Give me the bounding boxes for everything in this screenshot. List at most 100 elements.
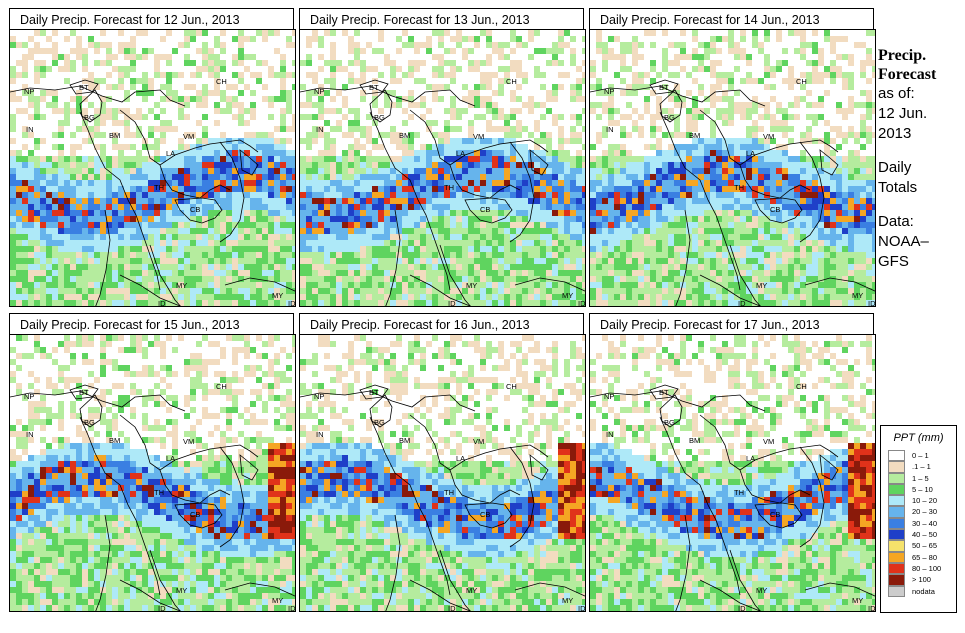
border-line [449, 469, 521, 504]
country-label: VM [473, 132, 484, 141]
legend-swatch [888, 483, 905, 496]
sidebar-asof: as of: [878, 85, 915, 102]
country-label: IN [26, 430, 34, 439]
legend-swatch [888, 495, 905, 507]
precip-map: NP BT BG IN BM CH VM LA TH CB MY ID MY ID [299, 334, 586, 612]
forecast-panel: Daily Precip. Forecast for 17 Jun., 2013… [589, 313, 876, 612]
country-label: BG [664, 113, 675, 122]
border-line [10, 85, 186, 107]
legend-swatch [888, 529, 905, 541]
country-label: BG [374, 113, 385, 122]
country-label: VM [763, 132, 774, 141]
country-label: CB [480, 205, 490, 214]
panel-title: Daily Precip. Forecast for 15 Jun., 2013 [9, 313, 294, 335]
country-label: CH [506, 382, 517, 391]
precip-map: NP BT BG IN BM CH VM LA TH CB MY ID MY ID [9, 29, 296, 307]
country-label: TH [444, 488, 454, 497]
legend-swatch [888, 585, 905, 597]
country-label: BT [79, 388, 89, 397]
border-line [239, 149, 259, 176]
country-label: LA [166, 149, 175, 158]
country-label: BM [109, 131, 120, 140]
legend-swatch [888, 450, 905, 462]
border-line [819, 454, 839, 481]
country-label: CB [190, 510, 200, 519]
border-line [590, 390, 766, 412]
forecast-panel: Daily Precip. Forecast for 14 Jun., 2013… [589, 8, 876, 307]
precip-map-svg: NP BT BG IN BM CH VM LA TH CB MY ID MY ID [300, 30, 585, 306]
border-line [369, 89, 393, 123]
border-line [119, 414, 259, 471]
country-label: CB [770, 510, 780, 519]
border-line [659, 394, 683, 428]
border-line [675, 209, 691, 306]
border-line [149, 244, 181, 306]
border-line [79, 394, 103, 428]
country-label: IN [316, 430, 324, 439]
country-label: IN [316, 125, 324, 134]
border-line [95, 209, 111, 306]
border-line [804, 582, 875, 597]
panel-title: Daily Precip. Forecast for 13 Jun., 2013 [299, 8, 584, 30]
country-label: ID [288, 604, 295, 611]
country-label: LA [746, 454, 755, 463]
country-label: LA [746, 149, 755, 158]
country-label: CH [506, 77, 517, 86]
country-label: MY [562, 291, 573, 300]
legend-label: 50 – 65 [912, 541, 938, 551]
panel-title: Daily Precip. Forecast for 17 Jun., 2013 [589, 313, 874, 335]
country-label: ID [448, 604, 456, 611]
border-line [79, 416, 161, 596]
country-label: ID [158, 299, 166, 306]
country-label: ID [578, 299, 585, 306]
country-label: TH [154, 488, 164, 497]
border-line [754, 197, 803, 224]
legend-label: 5 – 10 [912, 484, 933, 494]
legend-item: 65 – 80 [888, 551, 956, 563]
country-label: VM [183, 437, 194, 446]
legend-item: 20 – 30 [888, 506, 956, 518]
legend-swatch [888, 461, 905, 473]
border-line [590, 85, 766, 107]
country-label: CH [796, 382, 807, 391]
legend-item: 5 – 10 [888, 483, 956, 496]
country-label: NP [314, 87, 324, 96]
legend-title: PPT (mm) [893, 432, 944, 444]
country-label: TH [154, 183, 164, 192]
country-label: CH [216, 382, 227, 391]
country-label: MY [272, 596, 283, 605]
country-label: BT [369, 83, 379, 92]
border-line [699, 274, 762, 306]
border-line [359, 79, 389, 95]
country-label: MY [756, 586, 767, 595]
legend-item: 1 – 5 [888, 472, 956, 484]
legend-label: 0 – 1 [912, 451, 929, 460]
border-line [739, 164, 811, 199]
precip-map: NP BT BG IN BM CH VM LA TH CB MY ID MY ID [589, 334, 876, 612]
legend-item: 10 – 20 [888, 495, 956, 507]
country-label: MY [852, 596, 863, 605]
border-line [659, 89, 683, 123]
country-label: CB [480, 510, 490, 519]
border-line [409, 414, 549, 471]
legend-label: 20 – 30 [912, 507, 938, 517]
country-label: ID [158, 604, 166, 611]
border-line [224, 582, 295, 597]
country-label: NP [314, 392, 324, 401]
legend-label: 1 – 5 [912, 473, 929, 483]
border-line [699, 109, 839, 166]
border-line [10, 390, 186, 412]
country-label: BT [659, 83, 669, 92]
country-label: MY [562, 596, 573, 605]
legend-label: 80 – 100 [912, 563, 942, 573]
border-line [385, 514, 401, 611]
legend-item: 50 – 65 [888, 540, 956, 552]
legend-swatch [888, 551, 905, 563]
legend-item: 0 – 1 [888, 450, 956, 462]
precip-map: NP BT BG IN BM CH VM LA TH CB MY ID MY ID [299, 29, 586, 307]
precip-map-svg: NP BT BG IN BM CH VM LA TH CB MY ID MY ID [590, 30, 875, 306]
border-line [754, 502, 803, 529]
country-label: ID [578, 604, 585, 611]
border-line [819, 149, 839, 176]
